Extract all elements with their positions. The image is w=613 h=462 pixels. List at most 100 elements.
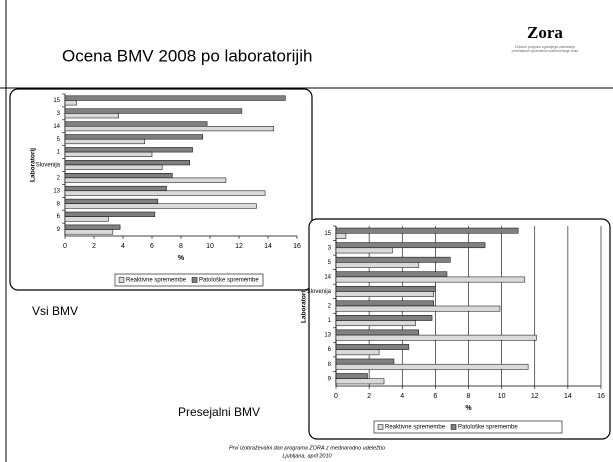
y-tick-label: 9 — [328, 376, 332, 382]
y-tick-label: Slovenija — [307, 289, 332, 295]
y-axis-title: Laboratorij — [301, 289, 308, 323]
y-tick-label: 1 — [57, 150, 61, 156]
bar — [335, 305, 501, 312]
y-tick-label: 9 — [57, 227, 61, 233]
y-tick-label: 6 — [57, 214, 61, 220]
logo: Zora — [527, 23, 563, 42]
legend-label: Patološke spremembe — [458, 425, 518, 431]
bar — [335, 227, 519, 234]
y-tick-label: 15 — [53, 98, 60, 104]
x-tick-label: 14 — [564, 393, 572, 400]
bar — [64, 198, 159, 204]
bar — [64, 185, 167, 192]
x-tick-label: 16 — [293, 243, 301, 250]
legend-label: Reaktivne spremembe — [385, 425, 446, 431]
legend-box — [373, 420, 563, 434]
x-tick-label: 14 — [264, 243, 272, 250]
y-tick-label: 3 — [328, 245, 332, 251]
bar — [335, 378, 385, 385]
x-tick-label: 2 — [92, 243, 96, 250]
bar — [335, 358, 395, 365]
x-tick-label: 10 — [206, 243, 214, 250]
bar — [64, 121, 208, 127]
bar — [335, 334, 537, 341]
bar — [335, 271, 448, 278]
x-axis-title: % — [465, 405, 472, 412]
y-tick-label: 3 — [57, 111, 61, 117]
bar — [335, 276, 526, 283]
bar — [335, 233, 347, 239]
bar — [64, 147, 193, 153]
bar — [335, 363, 529, 370]
bar — [64, 100, 77, 106]
x-tick-label: 0 — [334, 393, 338, 400]
legend-swatch — [377, 424, 384, 430]
bar — [64, 164, 163, 170]
logo-sub: Državni program zgodnjega odkrivanja pre… — [511, 45, 579, 53]
slide-title: Ocena BMV 2008 po laboratorijih — [62, 46, 312, 65]
x-tick-label: 6 — [150, 243, 154, 250]
bar — [335, 247, 393, 254]
logo-sub-box: Državni program zgodnjega odkrivanja pre… — [511, 45, 579, 53]
y-tick-label: 14 — [53, 124, 60, 130]
legend-swatch — [450, 424, 457, 430]
y-tick-label: 5 — [57, 137, 61, 143]
x-tick-label: 12 — [531, 393, 539, 400]
legend-box — [114, 273, 264, 287]
bar — [64, 203, 257, 209]
bar — [64, 160, 190, 166]
bar — [64, 216, 109, 222]
y-tick-label: 6 — [328, 347, 332, 353]
x-tick-label: 8 — [179, 243, 183, 250]
x-tick-label: 4 — [121, 243, 125, 250]
bar — [335, 349, 380, 356]
bar — [335, 329, 420, 336]
y-tick-label: 2 — [57, 175, 61, 181]
bar — [64, 229, 114, 235]
legend-label: Reaktivne spremembe — [126, 278, 187, 284]
bar — [335, 320, 416, 327]
y-tick-label: 13 — [324, 333, 331, 339]
bar — [64, 173, 173, 179]
x-tick-label: 16 — [597, 393, 605, 400]
bar — [335, 344, 410, 350]
bar — [335, 373, 368, 379]
legend-swatch — [191, 277, 198, 283]
x-tick-label: 12 — [235, 243, 243, 250]
y-tick-label: 5 — [328, 260, 332, 266]
y-tick-label: Slovenija — [36, 163, 61, 169]
chart-caption: Vsi BMV — [32, 304, 78, 318]
bar — [335, 262, 420, 268]
y-tick-label: 13 — [53, 188, 60, 194]
x-axis-title: % — [178, 255, 185, 262]
bar — [64, 224, 121, 230]
bar — [64, 151, 153, 157]
y-tick-label: 8 — [328, 362, 332, 368]
bar — [335, 285, 436, 292]
legend-label: Patološke spremembe — [199, 278, 259, 284]
bar — [64, 95, 286, 101]
bar — [64, 108, 243, 114]
bar — [64, 113, 119, 119]
footer: Ljubljana, april 2010 — [282, 453, 332, 459]
x-tick-label: 0 — [63, 243, 67, 250]
y-tick-label: 1 — [328, 318, 332, 324]
bar — [64, 126, 275, 132]
x-tick-label: 10 — [498, 393, 506, 400]
y-tick-label: 14 — [324, 274, 331, 280]
y-axis-title: Laboratorij — [30, 148, 37, 182]
legend-swatch — [118, 277, 125, 283]
bar — [64, 177, 227, 183]
x-tick-label: 6 — [433, 393, 437, 400]
bar — [64, 134, 203, 140]
bar — [335, 291, 434, 297]
footer: Prvi izobraževalni dan programa ZORA z m… — [229, 445, 385, 451]
bar — [335, 315, 433, 321]
x-tick-label: 8 — [467, 393, 471, 400]
bar — [335, 256, 451, 263]
bar — [335, 300, 434, 307]
x-tick-label: 4 — [400, 393, 404, 400]
bar — [64, 138, 145, 145]
bar — [335, 242, 486, 249]
